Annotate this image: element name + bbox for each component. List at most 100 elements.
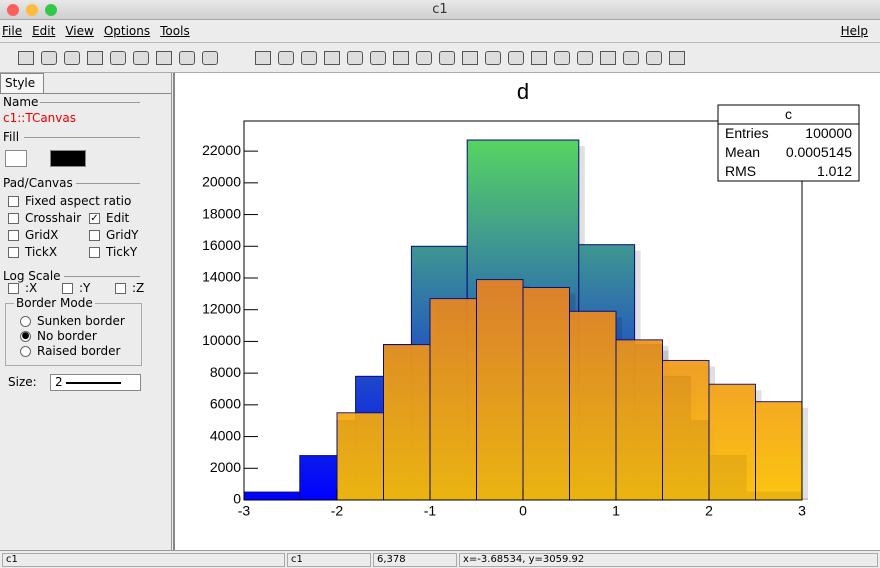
tool-button[interactable] bbox=[64, 51, 80, 65]
tool-button[interactable] bbox=[600, 51, 616, 65]
checkbox[interactable] bbox=[89, 247, 100, 258]
checkbox[interactable] bbox=[89, 230, 100, 241]
tool-button[interactable] bbox=[393, 51, 409, 65]
y-tick-label: 18000 bbox=[202, 205, 241, 221]
tool-button[interactable] bbox=[255, 51, 271, 65]
tool-button[interactable] bbox=[324, 51, 340, 65]
stats-value: 100000 bbox=[805, 125, 852, 141]
stats-title: c bbox=[785, 106, 792, 122]
x-tick-label: 2 bbox=[705, 503, 713, 519]
tool-button[interactable] bbox=[508, 51, 524, 65]
y-tick-label: 22000 bbox=[202, 142, 241, 158]
option-label: TickY bbox=[106, 245, 138, 259]
bar bbox=[429, 298, 477, 501]
option-label: Raised border bbox=[37, 344, 121, 358]
checkbox[interactable] bbox=[62, 283, 73, 294]
tool-button[interactable] bbox=[179, 51, 195, 65]
bar bbox=[522, 287, 570, 501]
fill-color[interactable] bbox=[5, 150, 27, 167]
checkbox[interactable] bbox=[8, 283, 19, 294]
stats-label: RMS bbox=[725, 163, 756, 179]
tool-button[interactable] bbox=[278, 51, 294, 65]
bar bbox=[383, 344, 431, 501]
tool-button[interactable] bbox=[133, 51, 149, 65]
option-label: :Y bbox=[79, 281, 91, 295]
stats-value: 0.0005145 bbox=[786, 144, 852, 160]
bar bbox=[299, 455, 338, 501]
tool-button[interactable] bbox=[301, 51, 317, 65]
status-field: 6,378 bbox=[373, 553, 457, 567]
y-tick-label: 8000 bbox=[210, 364, 241, 380]
checkbox[interactable] bbox=[8, 213, 19, 224]
y-tick-label: 10000 bbox=[202, 332, 241, 348]
tool-button[interactable] bbox=[554, 51, 570, 65]
editor-panel: Style Name c1::TCanvas Fill Pad/Canvas L… bbox=[0, 73, 172, 550]
tool-button[interactable] bbox=[439, 51, 455, 65]
menu-item[interactable]: Edit bbox=[32, 24, 56, 38]
checkbox[interactable] bbox=[115, 283, 126, 294]
window-title: c1 bbox=[432, 2, 448, 17]
tool-button[interactable] bbox=[485, 51, 501, 65]
minimize-button[interactable] bbox=[26, 4, 38, 16]
y-tick-label: 20000 bbox=[202, 174, 241, 190]
tool-button[interactable] bbox=[531, 51, 547, 65]
tool-button[interactable] bbox=[110, 51, 126, 65]
size-label: Size: bbox=[8, 375, 37, 389]
checkbox[interactable] bbox=[8, 247, 19, 258]
size-select[interactable]: 2 bbox=[50, 374, 141, 391]
y-tick-label: 14000 bbox=[202, 269, 241, 285]
option-label: Sunken border bbox=[37, 314, 125, 328]
tool-button[interactable] bbox=[370, 51, 386, 65]
menu-help[interactable]: Help bbox=[840, 24, 868, 38]
tool-button[interactable] bbox=[669, 51, 685, 65]
bar bbox=[336, 412, 384, 501]
tool-button[interactable] bbox=[577, 51, 593, 65]
tool-button[interactable] bbox=[623, 51, 639, 65]
menu-item[interactable]: View bbox=[65, 24, 94, 38]
radio[interactable] bbox=[20, 346, 31, 357]
radio[interactable] bbox=[20, 316, 31, 327]
object-name: c1::TCanvas bbox=[3, 111, 76, 125]
stats-value: 1.012 bbox=[817, 163, 852, 179]
tool-button[interactable] bbox=[202, 51, 218, 65]
option-label: Fixed aspect ratio bbox=[25, 194, 132, 208]
checkbox[interactable]: ✓ bbox=[89, 213, 100, 224]
option-label: TickX bbox=[25, 245, 58, 259]
tool-button[interactable] bbox=[156, 51, 172, 65]
close-button[interactable] bbox=[7, 4, 19, 16]
tab[interactable]: Style bbox=[0, 73, 44, 93]
tool-button[interactable] bbox=[462, 51, 478, 65]
section-label: Fill bbox=[3, 130, 20, 144]
option-label: :Z bbox=[132, 281, 145, 295]
menu-item[interactable]: Tools bbox=[160, 24, 190, 38]
radio[interactable]: ● bbox=[20, 331, 31, 342]
tool-button[interactable] bbox=[18, 51, 34, 65]
tool-button[interactable] bbox=[646, 51, 662, 65]
zoom-button[interactable] bbox=[45, 4, 57, 16]
bar bbox=[755, 401, 803, 501]
checkbox[interactable] bbox=[8, 230, 19, 241]
status-field: x=-3.68534, y=3059.92 bbox=[459, 553, 878, 567]
option-label: No border bbox=[37, 329, 97, 343]
size-value: 2 bbox=[55, 375, 63, 389]
tool-button[interactable] bbox=[416, 51, 432, 65]
checkbox[interactable] bbox=[8, 196, 19, 207]
section-label: Pad/Canvas bbox=[3, 176, 73, 190]
tool-button[interactable] bbox=[41, 51, 57, 65]
stats-label: Entries bbox=[725, 125, 769, 141]
option-label: Edit bbox=[106, 211, 130, 225]
bar bbox=[662, 359, 710, 501]
section-label: Log Scale bbox=[3, 269, 61, 283]
y-tick-label: 6000 bbox=[210, 396, 241, 412]
x-tick-label: 0 bbox=[519, 503, 527, 519]
tool-button[interactable] bbox=[347, 51, 363, 65]
y-tick-label: 4000 bbox=[210, 427, 241, 443]
menu-item[interactable]: File bbox=[2, 24, 23, 38]
tool-button[interactable] bbox=[87, 51, 103, 65]
bar bbox=[476, 279, 524, 501]
title-bar: c1 bbox=[0, 0, 880, 20]
menu-item[interactable]: Options bbox=[103, 24, 151, 38]
y-tick-label: 2000 bbox=[210, 459, 241, 475]
fill-pattern[interactable] bbox=[50, 150, 86, 167]
